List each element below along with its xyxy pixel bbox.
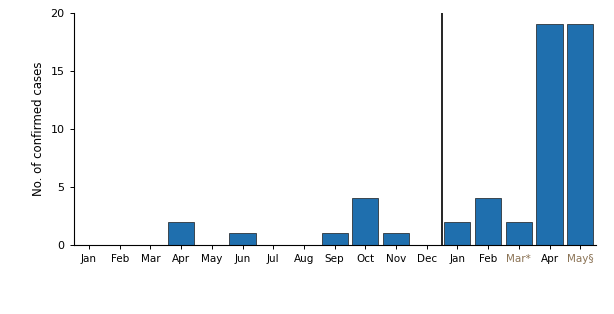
Bar xyxy=(445,222,470,245)
Bar xyxy=(537,24,562,245)
Bar xyxy=(168,222,194,245)
Y-axis label: No. of confirmed cases: No. of confirmed cases xyxy=(32,62,45,196)
Bar xyxy=(230,233,255,245)
Bar xyxy=(352,198,378,245)
Bar xyxy=(506,222,532,245)
Bar xyxy=(322,233,348,245)
Bar xyxy=(567,24,593,245)
Bar xyxy=(383,233,409,245)
Bar xyxy=(475,198,501,245)
